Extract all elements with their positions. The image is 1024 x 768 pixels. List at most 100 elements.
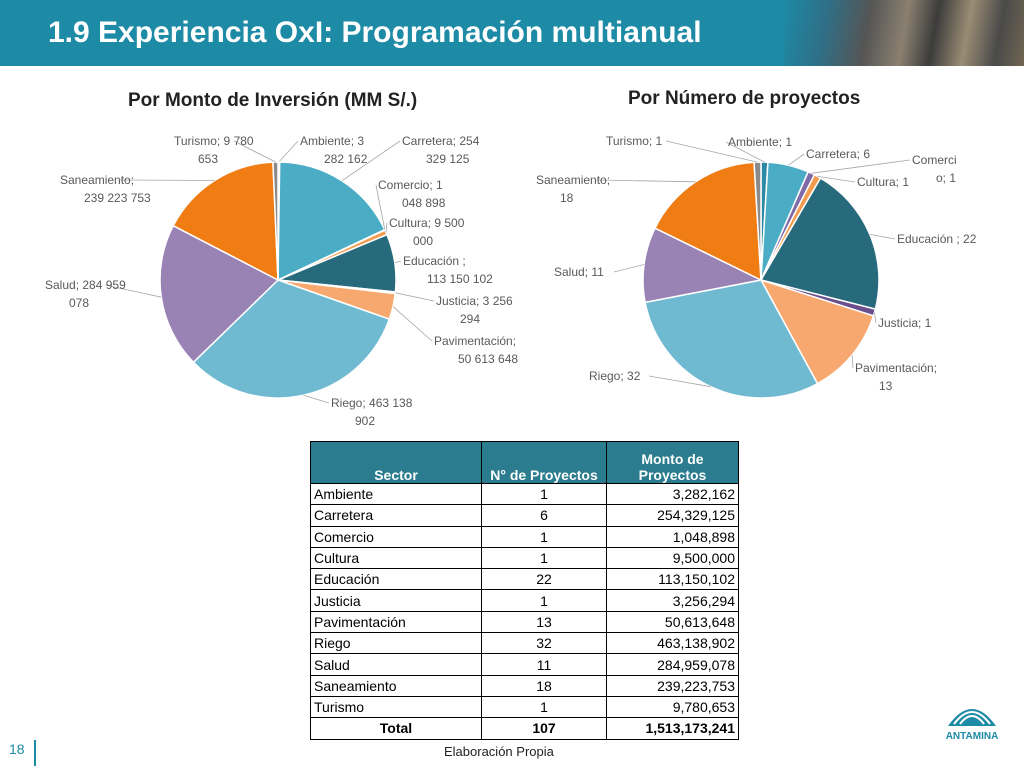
cell-amount: 254,329,125: [606, 504, 739, 527]
table-row: Educación 22 113,150,102: [310, 568, 739, 591]
leader-line-1-1: [788, 153, 805, 166]
table-row: Turismo 1 9,780,653: [310, 695, 739, 719]
leader-line-1-2: [811, 159, 911, 174]
cell-num-projects: 1: [481, 546, 607, 570]
header-bar: 1.9 Experiencia OxI: Programación multia…: [0, 0, 1024, 66]
cell-num-projects: 18: [481, 674, 607, 697]
data-label-0-3: Cultura; 9 500 000: [389, 216, 465, 248]
pie-slice-0-8: [159, 224, 280, 364]
cell-sector: Ambiente: [310, 482, 482, 506]
header-photo: [784, 0, 1024, 66]
cell-amount: 239,223,753: [606, 674, 739, 697]
total-amount: 1,513,173,241: [606, 717, 739, 740]
data-label-0-5: Justicia; 3 256 294: [436, 294, 513, 326]
table-row: Ambiente 1 3,282,162: [310, 482, 739, 506]
chart-title-monto: Por Monto de Inversión (MM S/.): [128, 90, 418, 111]
leader-line-1-9: [595, 179, 696, 183]
cell-amount: 284,959,078: [606, 653, 739, 676]
table-row: Carretera 6 254,329,125: [310, 504, 739, 527]
pie-slice-1-9: [654, 161, 762, 282]
chart-title-numero: Por Número de proyectos: [628, 88, 861, 109]
cell-num-projects: 1: [481, 525, 607, 548]
cell-num-projects: 11: [481, 653, 607, 676]
leader-line-0-4: [394, 260, 402, 264]
data-label-0-7: Riego; 463 138 902: [331, 396, 413, 428]
data-label-0-1: Carretera; 254 329 125: [402, 134, 480, 166]
leader-line-0-1: [341, 140, 401, 182]
cell-amount: 463,138,902: [606, 632, 739, 655]
data-label-1-7: Riego; 32: [589, 369, 641, 383]
leader-line-0-3: [385, 222, 388, 233]
pie-charts: Ambiente; 3 282 162 Carretera; 254 329 125 C…: [45, 134, 977, 428]
leader-line-1-7: [648, 375, 711, 388]
data-label-0-8: Salud; 284 959 078: [45, 278, 126, 310]
logo-text: ANTAMINA: [946, 731, 999, 742]
leader-line-0-5: [395, 292, 435, 302]
leader-line-0-9: [119, 179, 215, 181]
table-row: Salud 11 284,959,078: [310, 653, 739, 676]
leader-line-0-6: [392, 306, 433, 342]
page-divider: [34, 740, 36, 766]
header-sector: Sector: [310, 441, 482, 484]
cell-sector: Salud: [310, 653, 482, 676]
leader-line-0-2: [375, 184, 386, 230]
data-label-1-10: Turismo; 1: [606, 134, 663, 148]
page-number: 18: [9, 741, 25, 757]
pie-slice-0-1: [277, 161, 386, 282]
leader-line-1-10: [665, 140, 758, 163]
cell-amount: 50,613,648: [606, 610, 739, 634]
data-label-1-2: Comerci o; 1: [912, 153, 957, 185]
data-label-0-0: Ambiente; 3 282 162: [300, 134, 368, 166]
table-row: Saneamiento 18 239,223,753: [310, 674, 739, 697]
sector-table: Sector N° de Proyectos Monto de Proyecto…: [310, 441, 739, 740]
source-note: Elaboración Propia: [444, 744, 554, 759]
table-row: Justicia 1 3,256,294: [310, 589, 739, 612]
leader-line-0-10: [233, 140, 276, 163]
leader-line-1-0: [725, 141, 765, 163]
cell-sector: Cultura: [310, 546, 482, 570]
slide-title: 1.9 Experiencia OxI: Programación multia…: [48, 16, 702, 49]
leader-line-1-8: [613, 264, 645, 273]
cell-num-projects: 1: [481, 482, 607, 506]
cell-sector: Comercio: [310, 525, 482, 548]
table-row: Pavimentación 13 50,613,648: [310, 610, 739, 634]
data-label-0-9: Saneamiento; 239 223 753: [60, 173, 151, 205]
data-label-1-6: Pavimentación; 13: [855, 361, 937, 393]
leader-line-1-4: [869, 234, 896, 240]
data-label-0-4: Educación ; 113 150 102: [403, 254, 493, 286]
cell-sector: Educación: [310, 568, 482, 591]
table-row: Comercio 1 1,048,898: [310, 525, 739, 548]
cell-amount: 3,282,162: [606, 482, 739, 506]
cell-sector: Carretera: [310, 504, 482, 527]
cell-num-projects: 6: [481, 504, 607, 527]
cell-sector: Riego: [310, 632, 482, 655]
cell-sector: Turismo: [310, 695, 482, 719]
data-label-0-10: Turismo; 9 780 653: [174, 134, 254, 166]
leader-line-0-8: [104, 284, 162, 298]
header-amount: Monto de Proyectos: [606, 441, 739, 484]
data-label-1-1: Carretera; 6: [806, 147, 870, 161]
table-total-row: Total 107 1,513,173,241: [310, 717, 739, 740]
total-label: Total: [310, 717, 482, 740]
data-label-0-2: Comercio; 1 048 898: [378, 178, 446, 210]
data-label-1-4: Educación ; 22: [897, 232, 977, 246]
cell-amount: 113,150,102: [606, 568, 739, 591]
cell-num-projects: 1: [481, 695, 607, 719]
table-row: Cultura 1 9,500,000: [310, 546, 739, 570]
pie-slice-1-4: [759, 177, 880, 311]
leader-line-1-3: [817, 176, 856, 183]
cell-num-projects: 13: [481, 610, 607, 634]
table-row: Riego 32 463,138,902: [310, 632, 739, 655]
cell-sector: Saneamiento: [310, 674, 482, 697]
data-label-1-8: Salud; 11: [554, 265, 604, 279]
header-num-projects: N° de Proyectos: [481, 441, 607, 484]
data-label-1-3: Cultura; 1: [857, 175, 909, 189]
pie-slice-1-7: [644, 279, 819, 399]
cell-amount: 3,256,294: [606, 589, 739, 612]
cell-amount: 1,048,898: [606, 525, 739, 548]
data-label-1-0: Ambiente; 1: [728, 135, 792, 149]
leader-line-0-0: [278, 140, 299, 163]
cell-sector: Pavimentación: [310, 610, 482, 634]
pie-slice-0-7: [192, 279, 391, 399]
pie-slice-1-10: [753, 161, 762, 281]
